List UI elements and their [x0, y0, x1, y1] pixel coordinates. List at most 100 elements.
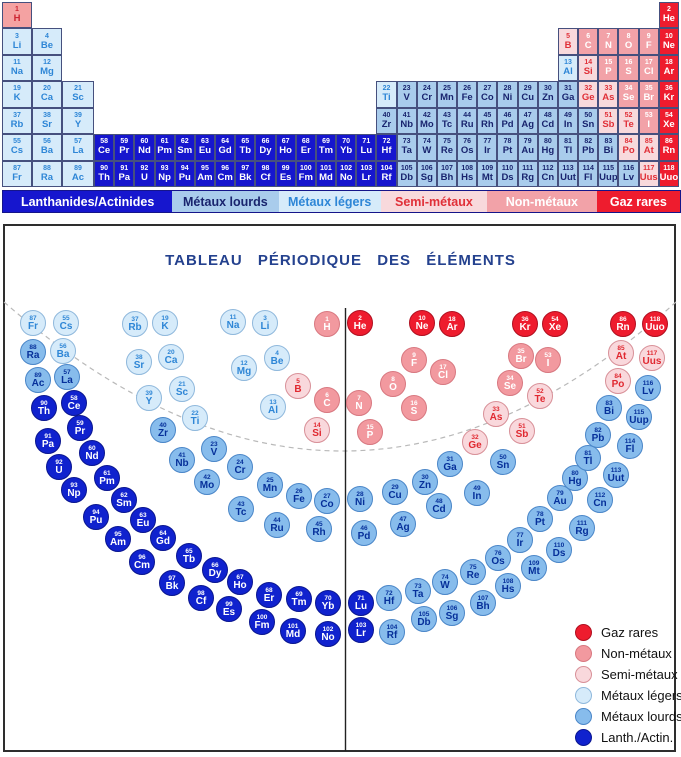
element-dot-uus[interactable]: 117 Uus [639, 345, 665, 371]
element-dot-th[interactable]: 90 Th [31, 395, 57, 421]
table-cell-sg[interactable]: 106 Sg [416, 160, 437, 187]
table-cell-bk[interactable]: 97 Bk [235, 160, 256, 187]
table-cell-uus[interactable]: 117 Uus [638, 160, 659, 187]
table-cell-yb[interactable]: 70 Yb [336, 134, 357, 161]
table-cell-uuo[interactable]: 118 Uuo [658, 160, 679, 187]
element-dot-tm[interactable]: 69 Tm [286, 586, 312, 612]
element-dot-ds[interactable]: 110 Ds [546, 537, 572, 563]
element-dot-cd[interactable]: 48 Cd [426, 493, 452, 519]
element-dot-uup[interactable]: 115 Uup [626, 404, 652, 430]
table-cell-ce[interactable]: 58 Ce [94, 134, 115, 161]
element-dot-pa[interactable]: 91 Pa [35, 428, 61, 454]
table-cell-rb[interactable]: 37 Rb [2, 107, 32, 135]
element-dot-cf[interactable]: 98 Cf [188, 585, 214, 611]
element-dot-bk[interactable]: 97 Bk [159, 570, 185, 596]
table-cell-ag[interactable]: 47 Ag [517, 107, 538, 135]
element-dot-rf[interactable]: 104 Rf [379, 619, 405, 645]
table-cell-bi[interactable]: 83 Bi [598, 134, 619, 161]
element-dot-zr[interactable]: 40 Zr [150, 417, 176, 443]
element-dot-y[interactable]: 39 Y [136, 385, 162, 411]
element-dot-bh[interactable]: 107 Bh [470, 590, 496, 616]
table-cell-pt[interactable]: 78 Pt [497, 134, 518, 161]
element-dot-lu[interactable]: 71 Lu [348, 590, 374, 616]
table-cell-i[interactable]: 53 I [638, 107, 659, 135]
element-dot-pu[interactable]: 94 Pu [83, 504, 109, 530]
table-cell-se[interactable]: 34 Se [618, 81, 639, 108]
table-cell-ds[interactable]: 110 Ds [497, 160, 518, 187]
table-cell-y[interactable]: 39 Y [62, 107, 94, 135]
element-dot-w[interactable]: 74 W [432, 569, 458, 595]
table-cell-au[interactable]: 79 Au [517, 134, 538, 161]
table-cell-md[interactable]: 101 Md [315, 160, 337, 187]
table-cell-ti[interactable]: 22 Ti [376, 81, 397, 108]
table-cell-si[interactable]: 14 Si [578, 54, 599, 82]
element-dot-po[interactable]: 84 Po [605, 368, 631, 394]
element-dot-hs[interactable]: 108 Hs [495, 573, 521, 599]
element-dot-rh[interactable]: 45 Rh [306, 516, 332, 542]
table-cell-dy[interactable]: 66 Dy [255, 134, 276, 161]
element-dot-u[interactable]: 92 U [46, 454, 72, 480]
table-cell-lv[interactable]: 116 Lv [618, 160, 639, 187]
table-cell-kr[interactable]: 36 Kr [658, 81, 679, 108]
element-dot-uut[interactable]: 113 Uut [603, 462, 629, 488]
table-cell-sm[interactable]: 62 Sm [174, 134, 195, 161]
table-cell-cl[interactable]: 17 Cl [638, 54, 659, 82]
table-cell-tm[interactable]: 69 Tm [315, 134, 337, 161]
element-dot-ca[interactable]: 20 Ca [158, 344, 184, 370]
element-dot-tb[interactable]: 65 Tb [176, 543, 202, 569]
element-dot-hf[interactable]: 72 Hf [376, 585, 402, 611]
element-dot-he[interactable]: 2 He [347, 310, 373, 336]
element-dot-nb[interactable]: 41 Nb [169, 447, 195, 473]
table-cell-db[interactable]: 105 Db [396, 160, 417, 187]
element-dot-ni[interactable]: 28 Ni [347, 486, 373, 512]
table-cell-tl[interactable]: 81 Tl [557, 134, 579, 161]
table-cell-es[interactable]: 99 Es [275, 160, 296, 187]
element-dot-cs[interactable]: 55 Cs [53, 310, 79, 336]
table-cell-rh[interactable]: 45 Rh [477, 107, 498, 135]
table-cell-u[interactable]: 92 U [134, 160, 155, 187]
element-dot-sb[interactable]: 51 Sb [509, 418, 535, 444]
table-cell-xe[interactable]: 54 Xe [658, 107, 679, 135]
element-dot-pm[interactable]: 61 Pm [94, 465, 120, 491]
element-dot-am[interactable]: 95 Am [105, 526, 131, 552]
table-cell-te[interactable]: 52 Te [618, 107, 639, 135]
element-dot-k[interactable]: 19 K [152, 310, 178, 336]
element-dot-fr[interactable]: 87 Fr [20, 310, 46, 336]
table-cell-zn[interactable]: 30 Zn [537, 81, 558, 108]
table-cell-mg[interactable]: 12 Mg [32, 54, 62, 82]
element-dot-at[interactable]: 85 At [608, 340, 634, 366]
element-dot-li[interactable]: 3 Li [252, 310, 278, 336]
table-cell-co[interactable]: 27 Co [477, 81, 498, 108]
table-cell-np[interactable]: 93 Np [154, 160, 175, 187]
table-cell-cm[interactable]: 96 Cm [215, 160, 236, 187]
element-dot-p[interactable]: 15 P [357, 419, 383, 445]
element-dot-er[interactable]: 68 Er [256, 582, 282, 608]
table-cell-cr[interactable]: 24 Cr [416, 81, 437, 108]
element-dot-tl[interactable]: 81 Tl [575, 445, 601, 471]
table-cell-cu[interactable]: 29 Cu [517, 81, 538, 108]
element-dot-se[interactable]: 34 Se [497, 370, 523, 396]
element-dot-te[interactable]: 52 Te [527, 383, 553, 409]
table-cell-tc[interactable]: 43 Tc [436, 107, 458, 135]
table-cell-pu[interactable]: 94 Pu [174, 160, 195, 187]
table-cell-be[interactable]: 4 Be [32, 28, 62, 55]
element-dot-os[interactable]: 76 Os [485, 545, 511, 571]
table-cell-bh[interactable]: 107 Bh [436, 160, 458, 187]
element-dot-bi[interactable]: 83 Bi [596, 395, 622, 421]
table-cell-k[interactable]: 19 K [2, 81, 32, 108]
element-dot-mo[interactable]: 42 Mo [194, 469, 220, 495]
element-dot-i[interactable]: 53 I [535, 347, 561, 373]
element-dot-ba[interactable]: 56 Ba [50, 338, 76, 364]
table-cell-cd[interactable]: 48 Cd [537, 107, 558, 135]
table-cell-re[interactable]: 75 Re [436, 134, 458, 161]
element-dot-re[interactable]: 75 Re [460, 559, 486, 585]
element-dot-uuo[interactable]: 118 Uuo [642, 311, 668, 337]
table-cell-ne[interactable]: 10 Ne [658, 28, 679, 55]
